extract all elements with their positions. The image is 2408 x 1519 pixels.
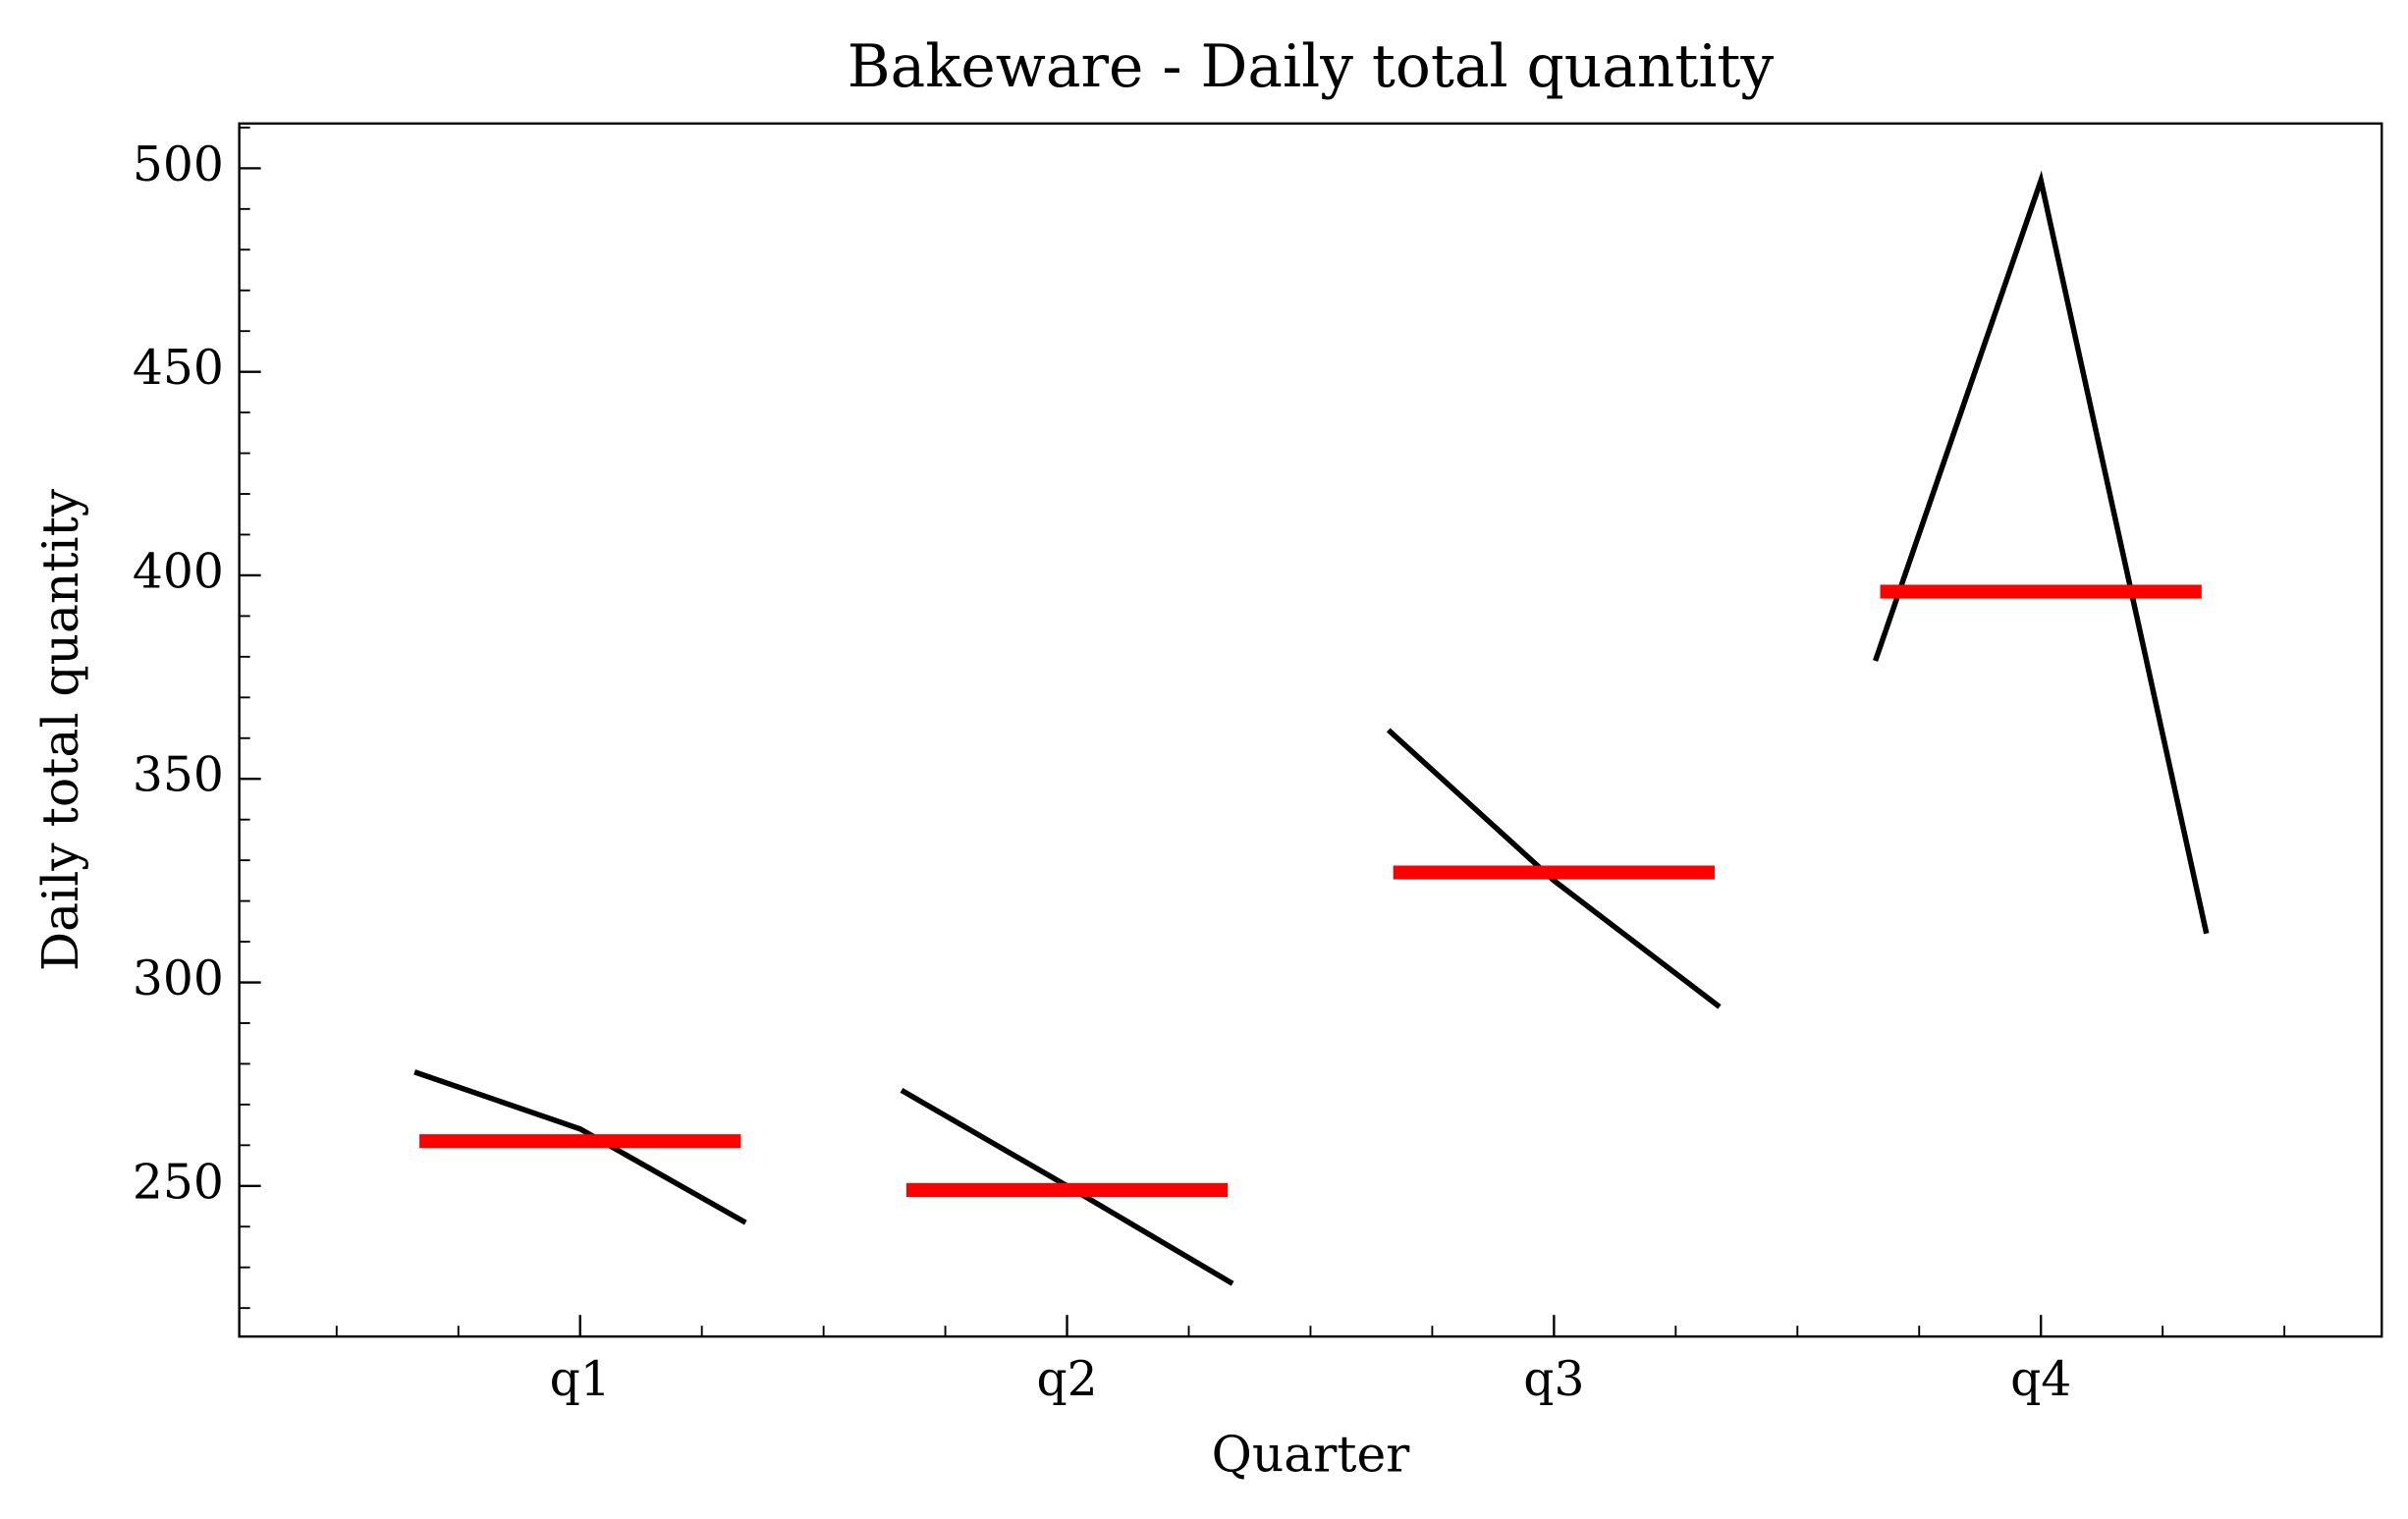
x-tick-label: q3 [1523,1352,1584,1407]
chart-title: Bakeware - Daily total quantity [848,33,1775,101]
y-tick-label: 500 [133,137,224,192]
plot-frame [238,122,2383,1338]
y-tick-label: 450 [133,341,224,396]
y-tick-label: 350 [133,748,224,803]
y-tick-label: 250 [133,1155,224,1210]
subseries-line [1873,170,2210,935]
x-axis-label: Quarter [1212,1425,1411,1483]
subseries-line [413,1069,747,1225]
subseries-line [1386,728,1722,1009]
y-tick-label: 300 [133,951,224,1006]
y-axis-label: Daily total quantity [31,488,89,971]
y-tick-label: 400 [133,544,224,599]
x-tick-label: q2 [1036,1352,1097,1407]
x-tick-label: q4 [2010,1352,2071,1407]
x-tick-label: q1 [550,1352,611,1407]
